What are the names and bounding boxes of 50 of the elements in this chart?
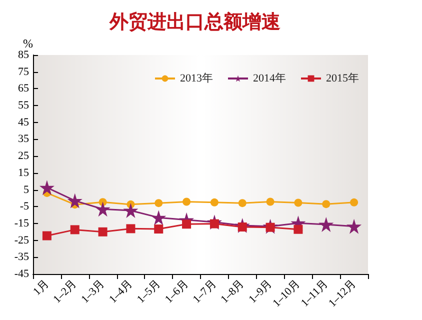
x-tick-label: 1–5月	[134, 278, 163, 306]
point	[322, 200, 330, 208]
x-tick-label: 1–8月	[218, 278, 247, 306]
legend-label: 2015年	[326, 72, 359, 84]
legend-label: 2014年	[253, 72, 286, 84]
point	[346, 218, 362, 234]
y-tick-label: -35	[14, 251, 30, 264]
y-tick-label: 5	[24, 184, 30, 196]
x-tick-label: 1–11月	[298, 278, 330, 310]
point	[154, 199, 163, 208]
point	[154, 224, 164, 234]
point	[151, 210, 166, 226]
y-tick-label: -5	[20, 200, 30, 213]
legend-label: 2013年	[180, 72, 213, 84]
y-tick-label: 75	[18, 66, 30, 78]
x-tick-label: 1月	[31, 278, 52, 298]
y-tick-label: -25	[14, 234, 30, 246]
point	[210, 198, 218, 206]
y-tick-label: -45	[14, 268, 30, 280]
point	[67, 193, 82, 208]
y-tick-label: 35	[18, 133, 30, 146]
point	[350, 198, 358, 206]
point	[182, 198, 191, 206]
point	[238, 199, 246, 208]
x-tick-label: 1–7月	[190, 278, 219, 306]
y-tick-label: 15	[18, 166, 30, 179]
x-tick-label: 1–2月	[51, 278, 80, 306]
point	[98, 227, 108, 236]
point	[42, 231, 52, 240]
point	[123, 202, 138, 218]
y-tick-label: -15	[14, 217, 30, 230]
point	[70, 225, 80, 234]
point	[294, 224, 303, 234]
x-tick-label: 1–9月	[246, 278, 275, 306]
point	[318, 216, 334, 232]
y-tick-label: 25	[18, 150, 30, 162]
chart-title: 外贸进出口总额增速	[108, 11, 280, 33]
point	[266, 198, 274, 206]
point	[126, 224, 136, 234]
y-axis-title: %	[23, 36, 33, 51]
y-tick-label: 45	[18, 116, 30, 128]
point	[95, 202, 110, 217]
y-tick-label: 55	[18, 100, 30, 112]
x-tick-label: 1–6月	[162, 278, 191, 306]
y-tick-label: 65	[18, 82, 30, 95]
point	[39, 180, 54, 196]
y-tick-label: 85	[18, 49, 30, 61]
point	[294, 198, 302, 207]
x-tick-label: 1–4月	[107, 278, 135, 306]
x-tick-label: 1–3月	[79, 278, 108, 306]
